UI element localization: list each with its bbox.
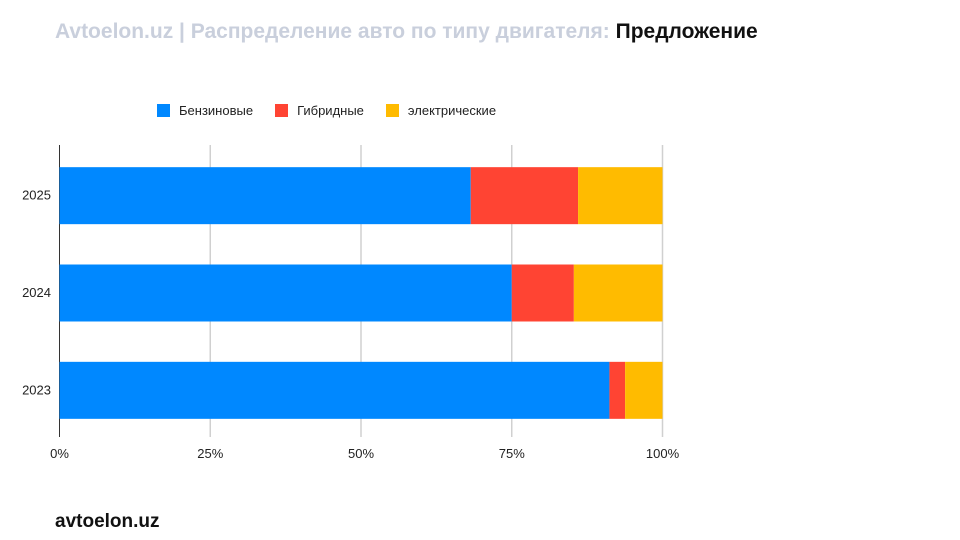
- x-tick-label: 100%: [646, 446, 680, 461]
- chart-title: Avtoelon.uz | Распределение авто по типу…: [55, 20, 758, 44]
- y-tick-label: 2023: [22, 382, 51, 397]
- bar-segment-2024-2: [573, 264, 663, 322]
- footer-brand: avtoelon.uz: [55, 511, 160, 532]
- y-tick-label: 2024: [22, 285, 51, 300]
- bar-segment-2025-1: [470, 167, 579, 225]
- title-highlight: Предложение: [615, 20, 758, 43]
- bar-segment-2025-0: [59, 167, 471, 225]
- legend: Бензиновые Гибридные электрические: [157, 103, 496, 118]
- legend-label: электрические: [407, 103, 497, 118]
- legend-swatch: [385, 104, 399, 117]
- legend-item-hybrid: Гибридные: [275, 103, 364, 118]
- x-tick-label: 25%: [197, 446, 223, 461]
- title-muted: Avtoelon.uz | Распределение авто по типу…: [55, 20, 610, 43]
- legend-label: Гибридные: [297, 103, 364, 118]
- bar-segment-2025-2: [578, 167, 663, 225]
- y-tick-label: 2025: [22, 188, 51, 203]
- legend-swatch: [275, 104, 289, 117]
- bar-segment-2024-1: [511, 264, 574, 322]
- legend-item-petrol: Бензиновые: [157, 103, 253, 118]
- bar-segment-2023-2: [625, 361, 663, 419]
- legend-swatch: [157, 104, 170, 117]
- legend-label: Бензиновые: [179, 103, 254, 118]
- bar-segment-2024-0: [59, 264, 512, 322]
- x-tick-label: 75%: [499, 446, 525, 461]
- bar-segment-2023-1: [609, 361, 626, 419]
- x-tick-label: 50%: [348, 446, 374, 461]
- bar-segment-2023-0: [59, 361, 610, 419]
- legend-item-electric: электрические: [385, 103, 497, 118]
- x-tick-label: 0%: [50, 446, 69, 461]
